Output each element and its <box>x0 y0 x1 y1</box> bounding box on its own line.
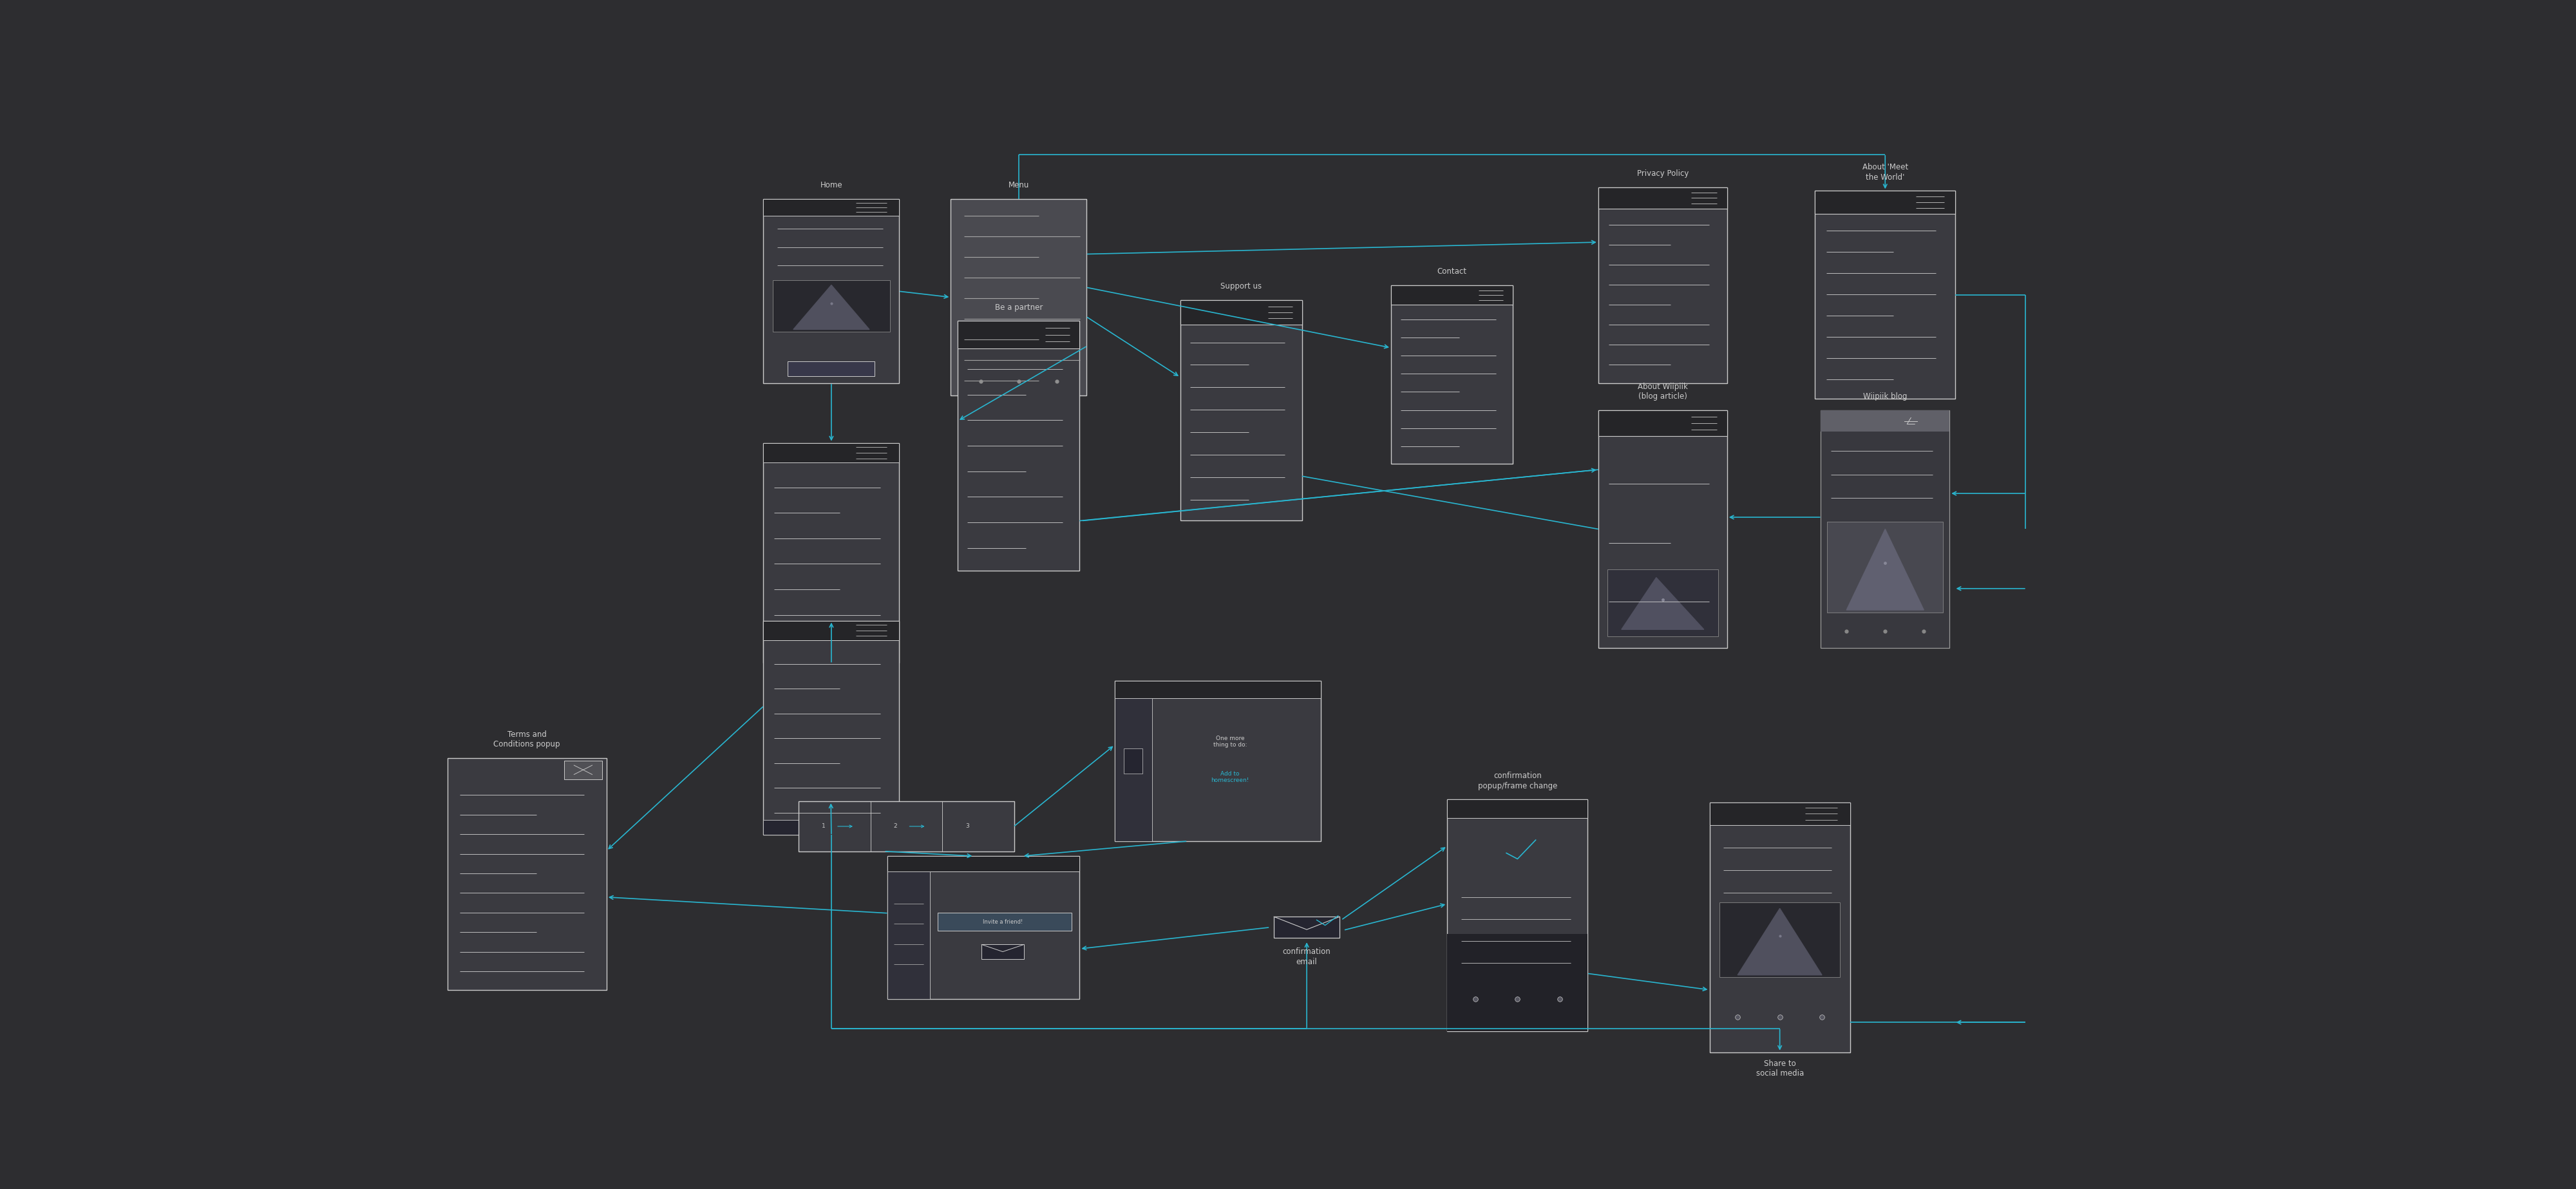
Text: 2: 2 <box>894 824 896 829</box>
Bar <box>762 621 899 835</box>
Bar <box>1123 748 1144 774</box>
Text: Be a partner: Be a partner <box>994 303 1043 312</box>
Bar <box>1607 570 1718 636</box>
Bar <box>762 621 899 640</box>
Bar <box>1826 522 1942 612</box>
Bar <box>1391 285 1512 464</box>
Text: 3: 3 <box>966 824 969 829</box>
Bar <box>889 856 1079 872</box>
Bar <box>1115 680 1321 698</box>
Text: About 'Meet
the World': About 'Meet the World' <box>1862 163 1909 181</box>
Bar <box>1115 698 1151 842</box>
Bar <box>951 199 1087 395</box>
Text: Add to
homescreen!: Add to homescreen! <box>1211 770 1249 784</box>
Bar <box>799 801 1015 851</box>
Bar <box>1597 188 1726 209</box>
Bar <box>1821 410 1950 648</box>
Bar <box>762 199 899 215</box>
Text: Terms and
Conditions popup: Terms and Conditions popup <box>495 730 559 749</box>
Text: One more
thing to do:: One more thing to do: <box>1213 736 1247 748</box>
Bar <box>773 281 889 332</box>
Bar <box>981 944 1023 958</box>
Text: Contact: Contact <box>1437 268 1466 276</box>
Bar <box>958 321 1079 571</box>
Text: Privacy Policy: Privacy Policy <box>1636 169 1690 178</box>
Bar <box>889 856 1079 999</box>
Bar <box>1718 902 1839 977</box>
Text: Home: Home <box>819 181 842 189</box>
Bar <box>448 759 605 989</box>
Bar <box>762 819 899 835</box>
Bar <box>938 912 1072 931</box>
Bar <box>1710 803 1850 1052</box>
Bar <box>1597 188 1726 383</box>
Polygon shape <box>1739 908 1821 975</box>
Bar <box>1275 917 1340 938</box>
Bar <box>1180 301 1301 325</box>
Bar <box>1180 300 1301 520</box>
Bar <box>958 321 1079 348</box>
Text: confirmation
email: confirmation email <box>1283 948 1332 965</box>
Text: About Wiipiik
(blog article): About Wiipiik (blog article) <box>1638 383 1687 401</box>
Polygon shape <box>1620 578 1703 629</box>
Bar <box>564 761 603 780</box>
Bar <box>1448 800 1587 818</box>
Bar <box>1816 190 1955 214</box>
Text: Wiipiik blog: Wiipiik blog <box>1862 392 1906 401</box>
Bar <box>762 648 899 663</box>
Bar <box>762 199 899 383</box>
Bar <box>1115 680 1321 842</box>
Bar <box>1391 285 1512 304</box>
Bar <box>762 442 899 463</box>
Polygon shape <box>793 285 868 329</box>
Text: Invite a friend!: Invite a friend! <box>981 919 1023 925</box>
Text: Share to
social media: Share to social media <box>1757 1059 1803 1077</box>
Bar <box>762 442 899 663</box>
Text: confirmation
popup/frame change: confirmation popup/frame change <box>1479 772 1558 789</box>
Polygon shape <box>1847 529 1924 610</box>
Bar <box>1597 410 1726 436</box>
Bar <box>889 872 930 999</box>
Text: Support us: Support us <box>1221 282 1262 291</box>
Bar <box>1710 803 1850 825</box>
Text: 1: 1 <box>822 824 824 829</box>
Text: Menu: Menu <box>1007 181 1030 189</box>
Bar <box>1448 935 1587 1032</box>
Bar <box>1821 410 1950 432</box>
Bar <box>788 361 876 376</box>
Bar <box>1448 800 1587 1032</box>
Bar <box>1597 410 1726 648</box>
Bar <box>1816 190 1955 398</box>
